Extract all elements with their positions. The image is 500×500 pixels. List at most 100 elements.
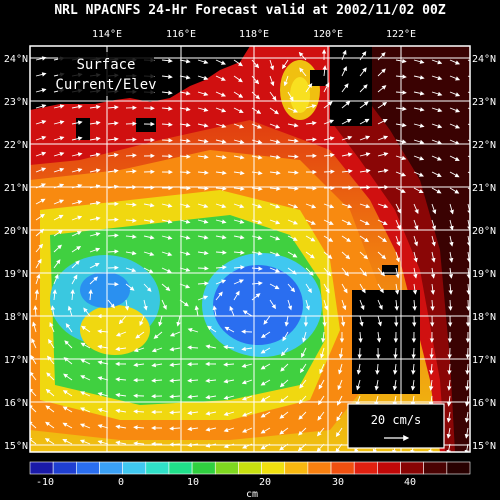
current-vector-arrow xyxy=(297,443,307,452)
colorbar-swatch xyxy=(191,461,216,475)
current-vector-arrow xyxy=(205,411,217,416)
current-vector-arrow xyxy=(107,168,119,174)
current-vector-arrow xyxy=(448,283,453,295)
current-vector-arrow xyxy=(251,293,261,301)
current-vector-arrow xyxy=(233,75,243,83)
lat-label-23-left: 23°N xyxy=(4,97,28,108)
current-vector-arrow xyxy=(241,363,253,368)
lon-label-116: 116°E xyxy=(166,29,196,40)
current-vector-arrow xyxy=(97,408,109,413)
current-vector-arrow xyxy=(97,329,109,334)
current-vector-arrow xyxy=(337,379,343,391)
current-vector-arrow xyxy=(71,274,78,285)
current-vector-arrow xyxy=(447,363,452,375)
current-vector-arrow xyxy=(215,123,227,129)
current-vector-arrow xyxy=(429,363,434,375)
panel-label-line2: Current/Elev xyxy=(55,77,156,93)
current-vector-arrow xyxy=(392,379,398,391)
current-vector-arrow xyxy=(179,267,191,272)
current-vector-arrow xyxy=(197,154,209,160)
current-vector-arrow xyxy=(375,363,380,375)
current-vector-arrow xyxy=(50,305,56,317)
current-vector-arrow xyxy=(260,347,271,354)
current-vector-arrow xyxy=(377,85,387,93)
current-vector-arrow xyxy=(241,411,253,417)
current-vector-arrow xyxy=(158,315,163,327)
current-vector-arrow xyxy=(449,123,461,129)
current-vector-arrow xyxy=(53,214,64,221)
lat-label-19-left: 19°N xyxy=(4,269,28,280)
current-vector-arrow xyxy=(143,202,155,208)
current-vector-arrow xyxy=(197,203,209,209)
lat-label-24-left: 24°N xyxy=(4,54,28,65)
current-vector-arrow xyxy=(323,267,332,277)
current-vector-arrow xyxy=(287,251,298,258)
current-vector-arrow xyxy=(280,363,289,372)
current-vector-arrow xyxy=(125,153,137,158)
current-vector-arrow xyxy=(242,427,253,433)
current-vector-arrow xyxy=(53,273,59,285)
current-vector-arrow xyxy=(449,107,461,113)
current-vector-arrow xyxy=(205,394,217,400)
current-vector-arrow xyxy=(357,347,362,359)
current-vector-arrow xyxy=(377,251,387,260)
current-vector-arrow xyxy=(197,138,209,144)
current-vector-arrow xyxy=(32,321,37,333)
current-vector-arrow xyxy=(359,267,367,277)
current-vector-arrow xyxy=(80,391,91,397)
current-vector-arrow xyxy=(197,266,209,271)
current-vector-arrow xyxy=(215,170,227,176)
current-vector-arrow xyxy=(115,377,127,382)
current-vector-arrow xyxy=(97,360,109,365)
current-vector-arrow xyxy=(323,169,335,174)
colorbar-swatch xyxy=(284,461,309,475)
current-vector-arrow xyxy=(412,299,417,311)
current-vector-arrow xyxy=(205,427,217,432)
current-vector-arrow xyxy=(89,136,101,142)
current-vector-arrow xyxy=(30,371,37,381)
current-vector-arrow xyxy=(411,363,416,375)
current-vector-arrow xyxy=(125,137,137,142)
current-vector-arrow xyxy=(305,120,317,126)
current-vector-arrow xyxy=(395,267,400,279)
current-vector-arrow xyxy=(215,139,227,144)
current-vector-arrow xyxy=(97,440,109,445)
current-vector-arrow xyxy=(124,299,130,311)
current-vector-arrow xyxy=(341,299,347,311)
reference-vector-box: 20 cm/s xyxy=(347,403,445,449)
current-vector-arrow xyxy=(279,395,289,403)
current-vector-arrow xyxy=(301,347,307,358)
current-vector-arrow xyxy=(374,379,380,391)
current-vector-arrow xyxy=(300,363,307,374)
current-vector-arrow xyxy=(89,276,98,285)
current-vector-arrow xyxy=(341,118,352,125)
current-vector-arrow xyxy=(161,283,171,291)
lat-label-22-left: 22°N xyxy=(4,140,28,151)
current-vector-arrow xyxy=(83,307,91,317)
current-vector-arrow xyxy=(107,249,119,254)
current-vector-arrow xyxy=(215,91,226,97)
current-vector-arrow xyxy=(30,404,37,413)
current-vector-arrow xyxy=(33,305,38,317)
current-vector-arrow xyxy=(71,246,82,253)
current-vector-arrow xyxy=(215,234,227,240)
current-vector-arrow xyxy=(377,135,389,141)
current-vector-arrow xyxy=(215,250,227,255)
current-vector-arrow xyxy=(464,395,470,407)
current-vector-arrow xyxy=(35,198,46,205)
current-vector-arrow xyxy=(251,139,263,144)
current-vector-arrow xyxy=(428,379,434,391)
longitude-labels: 114°E 116°E 118°E 120°E 122°E xyxy=(92,29,416,40)
current-vector-arrow xyxy=(359,185,371,190)
current-vector-arrow xyxy=(89,120,101,126)
current-vector-arrow xyxy=(410,379,416,391)
current-vector-arrow xyxy=(269,154,281,160)
current-vector-arrow xyxy=(431,139,443,145)
current-vector-arrow xyxy=(115,346,127,352)
current-vector-arrow xyxy=(305,283,312,294)
current-vector-arrow xyxy=(377,68,386,77)
current-vector-arrow xyxy=(35,119,47,125)
current-vector-arrow xyxy=(169,394,181,399)
current-vector-arrow xyxy=(242,310,253,317)
current-vector-arrow xyxy=(449,219,454,231)
